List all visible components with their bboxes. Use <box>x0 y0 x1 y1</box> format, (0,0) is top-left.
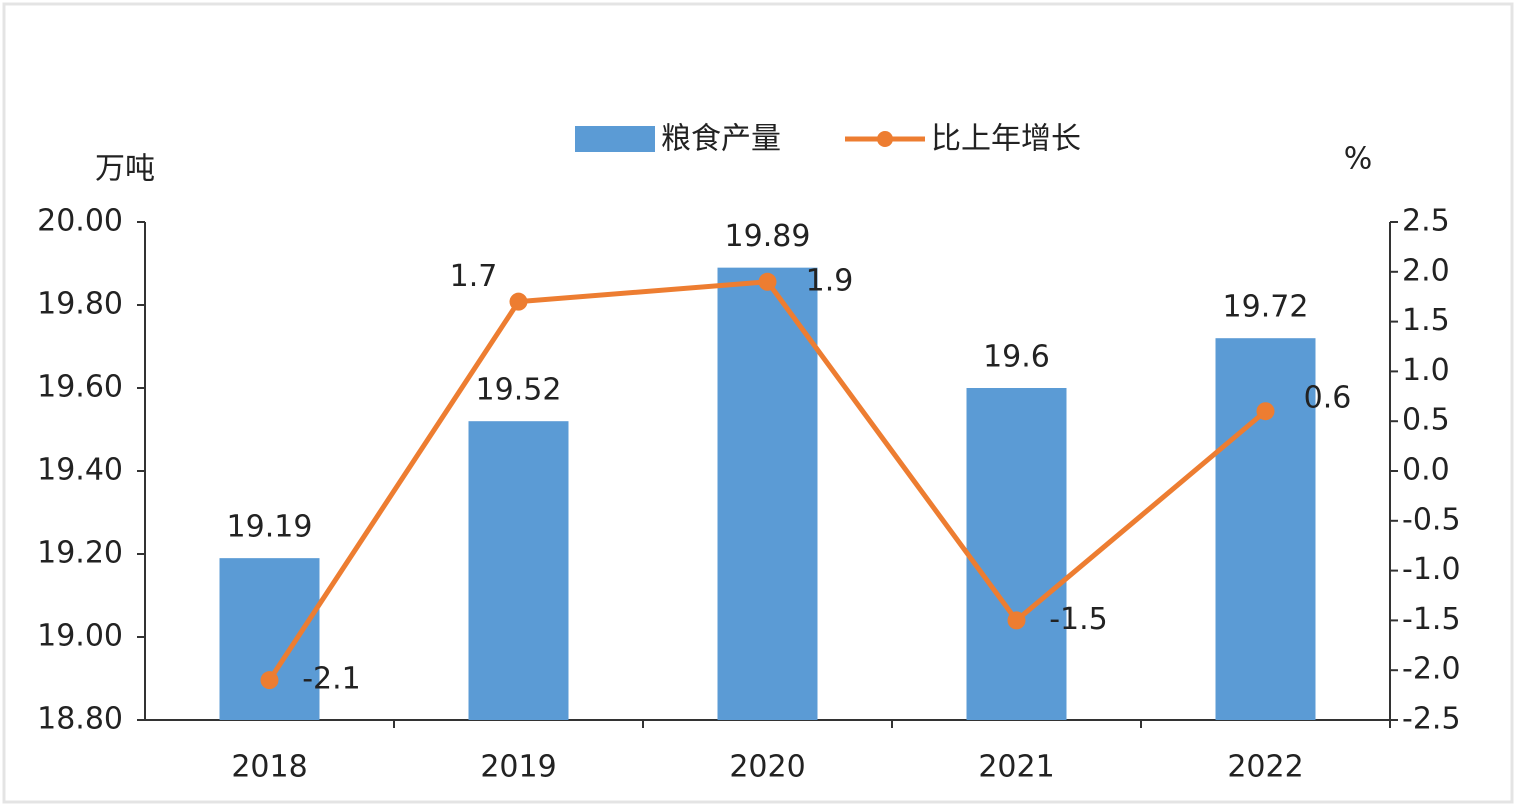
line-value-label: -2.1 <box>302 662 361 697</box>
y2-tick-label: 2.0 <box>1402 253 1450 288</box>
y-tick-label: 19.80 <box>37 287 123 322</box>
legend-label: 粮食产量 <box>661 122 781 157</box>
x-tick-label: 2022 <box>1227 750 1303 785</box>
bar-value-label: 19.6 <box>983 340 1050 375</box>
legend-swatch <box>575 126 655 152</box>
legend-swatch <box>877 131 893 147</box>
bar-value-label: 19.72 <box>1223 290 1309 325</box>
legend-label: 比上年增长 <box>931 122 1081 157</box>
bar <box>468 421 569 720</box>
y2-tick-label: 0.5 <box>1402 403 1450 438</box>
bar-value-label: 19.52 <box>476 373 562 408</box>
x-tick-label: 2020 <box>729 750 805 785</box>
y2-tick-label: -2.5 <box>1402 702 1461 737</box>
line-value-label: 1.7 <box>450 259 498 294</box>
bar <box>219 558 320 720</box>
bar <box>717 267 818 720</box>
x-tick-label: 2019 <box>480 750 556 785</box>
y2-tick-label: 1.5 <box>1402 303 1450 338</box>
y2-tick-label: -1.0 <box>1402 552 1461 587</box>
bar <box>1215 338 1316 720</box>
line-marker <box>1007 611 1026 630</box>
line-marker <box>260 671 279 690</box>
y2-tick-label: -2.0 <box>1402 652 1461 687</box>
y-tick-label: 20.00 <box>37 204 123 239</box>
y-tick-label: 19.40 <box>37 453 123 488</box>
bar-value-label: 19.19 <box>227 510 313 545</box>
line-marker <box>1256 402 1275 421</box>
line-marker <box>758 272 777 291</box>
y2-tick-label: 0.0 <box>1402 453 1450 488</box>
y-tick-label: 19.60 <box>37 370 123 405</box>
line-marker <box>509 292 528 311</box>
line-value-label: -1.5 <box>1049 602 1108 637</box>
y-axis-label: 万吨 <box>95 152 155 187</box>
line-value-label: 0.6 <box>1304 381 1352 416</box>
bar <box>966 388 1067 720</box>
y2-tick-label: -1.5 <box>1402 602 1461 637</box>
y-tick-label: 19.20 <box>37 536 123 571</box>
y-tick-label: 18.80 <box>37 702 123 737</box>
x-tick-label: 2018 <box>231 750 307 785</box>
bar-value-label: 19.89 <box>725 219 811 254</box>
line-value-label: 1.9 <box>806 263 854 298</box>
y2-tick-label: 1.0 <box>1402 353 1450 388</box>
y-tick-label: 19.00 <box>37 619 123 654</box>
y2-tick-label: 2.5 <box>1402 204 1450 239</box>
y2-tick-label: -0.5 <box>1402 502 1461 537</box>
y2-axis-label: % <box>1344 142 1373 177</box>
x-tick-label: 2021 <box>978 750 1054 785</box>
